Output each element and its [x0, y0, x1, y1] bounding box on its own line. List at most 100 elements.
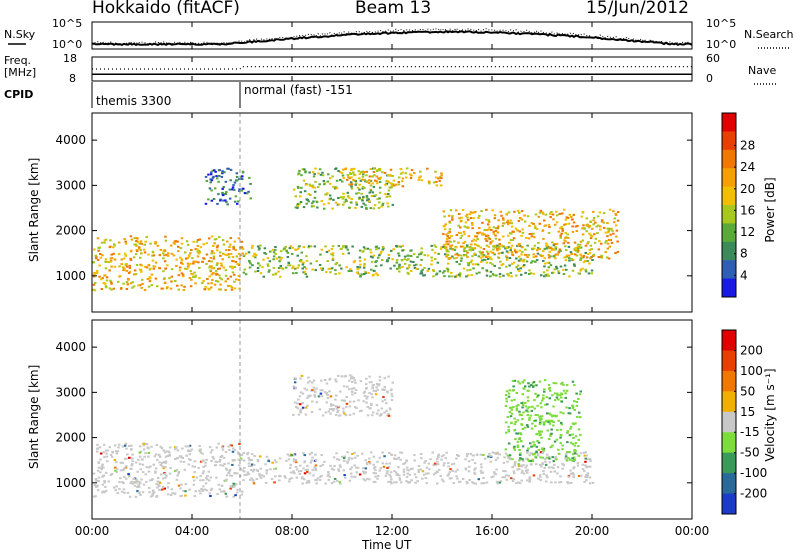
echo-cell [579, 246, 583, 249]
echo-cell [583, 480, 586, 483]
echo-cell [437, 177, 440, 180]
echo-cell [343, 459, 346, 462]
echo-cell [337, 469, 341, 472]
echo-cell [325, 382, 329, 385]
echo-cell [182, 288, 186, 291]
echo-cell [331, 207, 334, 210]
echo-cell [103, 491, 106, 494]
colorbar-tick-label: 4 [740, 268, 748, 282]
echo-cell [589, 244, 593, 247]
echo-cell [274, 248, 277, 251]
echo-cell [337, 244, 341, 247]
echo-cell [471, 240, 474, 243]
echo-cell [193, 271, 196, 274]
echo-cell [222, 186, 225, 188]
echo-cell [199, 492, 202, 495]
echo-cell [100, 468, 103, 471]
echo-cell [472, 238, 476, 241]
echo-cell [309, 194, 312, 196]
echo-cell [534, 227, 537, 229]
echo-cell [177, 484, 181, 487]
echo-cell [258, 472, 261, 475]
echo-cell [317, 172, 320, 175]
echo-cell [528, 478, 532, 481]
echo-cell [311, 184, 315, 187]
echo-cell [314, 453, 317, 456]
echo-cell [526, 471, 529, 474]
echo-cell [520, 246, 524, 248]
echo-cell [224, 289, 227, 291]
echo-cell [503, 456, 506, 459]
echo-cell [126, 283, 129, 286]
echo-cell [513, 423, 517, 426]
echo-cell [340, 247, 343, 250]
echo-cell [202, 280, 205, 282]
echo-cell [292, 454, 296, 457]
echo-cell [154, 261, 158, 264]
echo-cell [239, 175, 242, 178]
echo-cell [326, 394, 329, 396]
echo-cell [141, 278, 144, 281]
echo-cell [229, 485, 233, 488]
echo-cell [370, 403, 373, 406]
echo-cell [474, 211, 477, 213]
echo-cell [273, 481, 276, 484]
echo-cell [539, 456, 542, 459]
echo-cell [292, 385, 296, 388]
echo-cell [541, 452, 544, 455]
echo-cell [406, 472, 409, 475]
echo-cell [358, 183, 361, 186]
echo-cell [523, 253, 527, 256]
echo-cell [490, 258, 493, 261]
echo-cell [564, 392, 567, 395]
echo-cell [130, 464, 133, 467]
echo-cell [130, 444, 133, 447]
echo-cell [395, 457, 399, 460]
echo-cell [415, 476, 418, 479]
echo-cell [273, 459, 277, 462]
echo-cell [240, 246, 244, 249]
echo-cell [355, 192, 358, 195]
echo-cell [426, 167, 429, 170]
echo-cell [592, 223, 595, 226]
echo-cell [127, 278, 130, 281]
echo-cell [486, 234, 490, 237]
echo-cell [186, 265, 190, 268]
echo-cell [279, 275, 282, 278]
echo-cell [247, 251, 251, 254]
echo-cell [152, 267, 155, 270]
echo-cell [147, 451, 150, 454]
echo-cell [442, 210, 445, 213]
echo-cell [100, 491, 104, 494]
echo-cell [201, 282, 204, 284]
x-tick-label: 00:00 [675, 524, 710, 538]
echo-cell [113, 244, 116, 247]
echo-cell [406, 271, 410, 274]
echo-cell [264, 481, 268, 484]
echo-cell [358, 177, 361, 180]
echo-cell [229, 275, 232, 278]
echo-cell [104, 285, 108, 288]
echo-cell [267, 460, 271, 463]
echo-cell [258, 474, 262, 477]
echo-cell [580, 474, 583, 477]
echo-cell [399, 451, 402, 454]
echo-cell [535, 227, 539, 230]
echo-cell [498, 248, 501, 251]
echo-cell [434, 258, 437, 261]
echo-cell [569, 481, 573, 484]
echo-cell [209, 489, 213, 491]
echo-cell [137, 491, 141, 494]
echo-cell [231, 463, 234, 466]
echo-cell [202, 465, 205, 468]
echo-cell [160, 488, 164, 491]
echo-cell [97, 480, 100, 482]
echo-cell [372, 273, 375, 276]
echo-cell [272, 251, 276, 254]
echo-cell [459, 226, 462, 229]
colorbar-segment [722, 473, 736, 495]
echo-cell [417, 178, 421, 181]
echo-cell [480, 253, 483, 256]
echo-cell [227, 284, 230, 287]
echo-cell [179, 495, 182, 498]
